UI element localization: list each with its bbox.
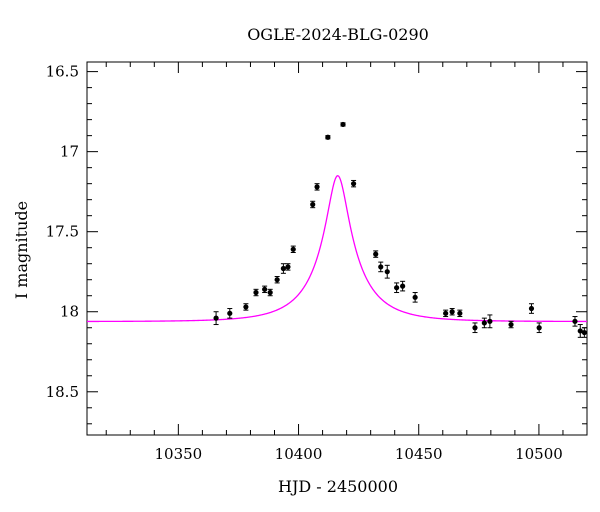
data-point xyxy=(457,309,463,318)
data-point xyxy=(508,320,514,329)
data-point xyxy=(290,245,296,254)
point-marker xyxy=(528,305,535,312)
point-marker xyxy=(340,121,346,128)
y-axis-title: I magnitude xyxy=(12,201,31,299)
data-point xyxy=(274,276,280,284)
point-marker xyxy=(213,315,219,321)
data-point xyxy=(227,308,233,319)
data-point xyxy=(310,200,316,209)
x-axis-title: HJD - 2450000 xyxy=(278,477,398,496)
point-marker xyxy=(325,134,331,140)
data-point xyxy=(487,314,493,329)
data-point xyxy=(262,285,268,294)
point-marker xyxy=(227,310,233,316)
point-marker xyxy=(577,328,583,334)
data-point xyxy=(536,322,542,334)
data-point xyxy=(394,282,400,294)
data-point xyxy=(373,250,379,258)
point-marker xyxy=(310,201,316,208)
data-point xyxy=(350,179,357,188)
point-marker xyxy=(581,329,587,336)
data-point xyxy=(384,264,390,279)
point-marker xyxy=(290,246,296,252)
point-marker xyxy=(449,309,455,315)
point-marker xyxy=(443,310,449,316)
data-point xyxy=(314,183,320,191)
data-point xyxy=(412,292,418,303)
data-point xyxy=(481,317,487,329)
x-tick-label: 10350 xyxy=(154,445,202,463)
data-point xyxy=(213,311,219,326)
point-marker xyxy=(487,318,493,324)
data-point xyxy=(285,263,291,271)
point-marker xyxy=(243,304,249,310)
point-marker xyxy=(373,251,379,257)
point-marker xyxy=(400,283,406,289)
axis-ticks xyxy=(87,62,588,435)
point-marker xyxy=(472,325,478,331)
x-tick-label: 10500 xyxy=(515,445,563,463)
plot-frame xyxy=(86,61,588,436)
point-marker xyxy=(262,286,268,292)
axis-tick-labels: 10350 10400 10450 10500 16.5 17 17.5 18 18.5 xyxy=(46,63,563,463)
data-point xyxy=(577,324,583,338)
data-point xyxy=(581,327,587,338)
point-marker xyxy=(481,320,487,326)
data-point xyxy=(267,288,273,297)
data-point xyxy=(253,288,259,297)
point-marker xyxy=(285,264,291,270)
data-point xyxy=(572,316,578,327)
data-point xyxy=(443,309,449,318)
point-marker xyxy=(536,325,542,331)
data-point xyxy=(400,280,406,292)
data-point xyxy=(325,134,331,140)
point-marker xyxy=(508,321,514,328)
y-tick-label: 17 xyxy=(60,143,79,161)
point-marker xyxy=(350,181,357,187)
data-point xyxy=(449,308,455,316)
point-marker xyxy=(572,318,578,324)
point-marker xyxy=(394,285,400,291)
point-marker xyxy=(384,269,390,275)
data-points-layer xyxy=(213,121,587,338)
point-marker xyxy=(314,184,320,190)
point-marker xyxy=(253,289,259,296)
chart-title: OGLE-2024-BLG-0290 xyxy=(247,25,429,44)
point-marker xyxy=(274,277,280,283)
data-point xyxy=(378,261,384,273)
x-tick-label: 10400 xyxy=(275,445,323,463)
y-tick-label: 18.5 xyxy=(46,383,79,401)
model-curve xyxy=(87,174,587,323)
data-point xyxy=(280,263,286,274)
data-point xyxy=(472,322,478,334)
y-tick-label: 17.5 xyxy=(46,223,79,241)
model-curve-layer xyxy=(87,174,587,323)
point-marker xyxy=(457,310,463,316)
data-point xyxy=(528,303,535,314)
point-marker xyxy=(267,289,273,296)
point-marker xyxy=(378,264,384,270)
point-marker xyxy=(280,265,286,272)
data-point xyxy=(243,303,249,311)
x-tick-label: 10450 xyxy=(395,445,443,463)
point-marker xyxy=(412,294,418,300)
data-point xyxy=(340,121,346,128)
y-tick-label: 16.5 xyxy=(46,63,79,81)
y-tick-label: 18 xyxy=(60,303,79,321)
